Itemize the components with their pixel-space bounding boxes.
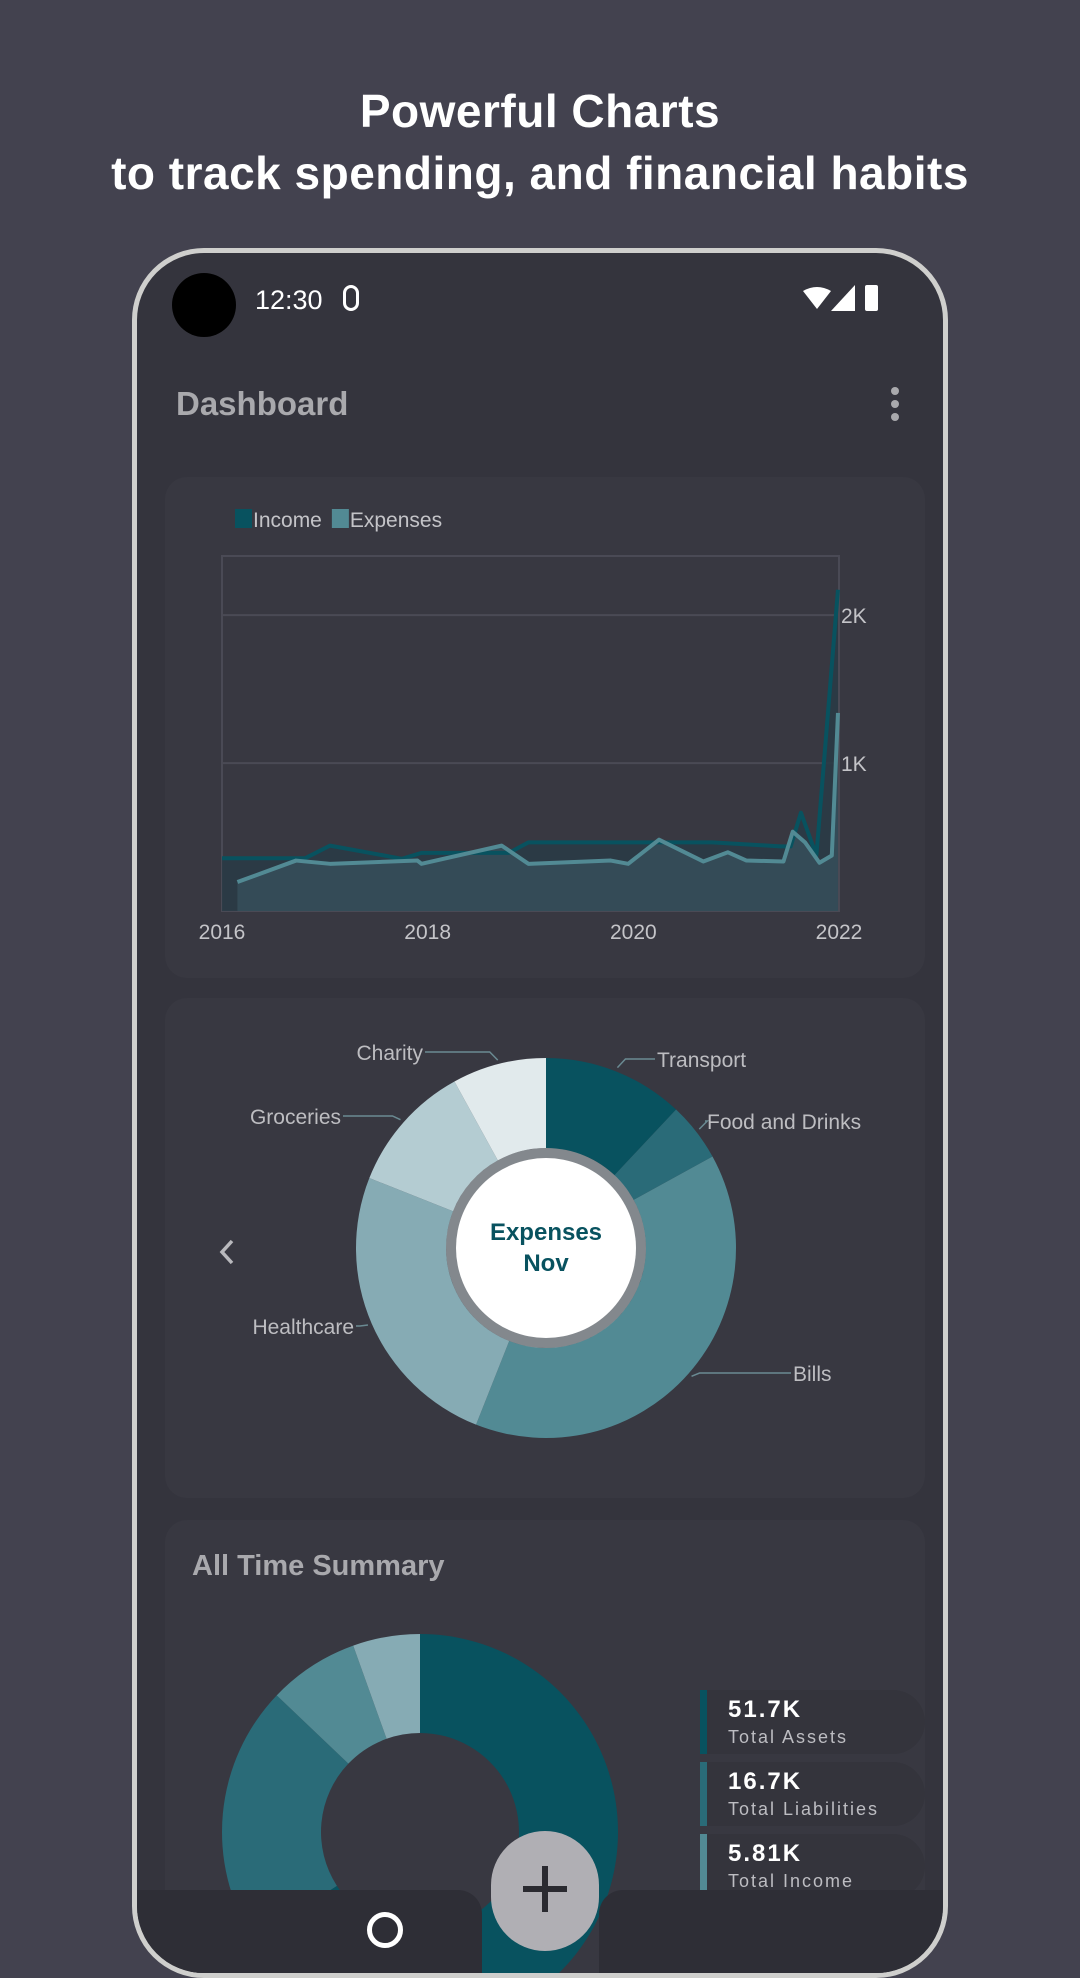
- pie-slice: [476, 1156, 737, 1438]
- center-title: Expenses: [490, 1219, 602, 1246]
- pie-slice: [614, 1109, 713, 1200]
- area-expenses: [237, 712, 838, 911]
- assets-value: 51.7K: [728, 1696, 803, 1723]
- summary-slice: [353, 1634, 420, 1739]
- y-tick-label: 1K: [841, 753, 867, 776]
- summary-item-income: 5.81K Total Income: [700, 1834, 925, 1898]
- summary-item-assets: 51.7K Total Assets: [700, 1690, 925, 1754]
- pie-slice: [369, 1081, 498, 1212]
- legend-label-income: Income: [253, 509, 322, 532]
- battery-icon: [865, 285, 878, 311]
- pie-slice: [356, 1178, 510, 1425]
- summary-title: All Time Summary: [192, 1550, 445, 1582]
- center-circle: [456, 1158, 636, 1338]
- add-button[interactable]: [491, 1831, 599, 1951]
- hero-title-line1: Powerful Charts: [359, 85, 721, 137]
- pie-slice: [546, 1058, 677, 1176]
- signal-icon: [831, 285, 855, 311]
- income-expenses-card: 1K 2K 2016 2018 2020 2022 Income Expenses: [165, 477, 925, 978]
- income-expenses-chart: 1K 2K 2016 2018 2020 2022 Income Expenses: [199, 509, 867, 944]
- legend-swatch-expenses: [331, 509, 349, 528]
- pie-label: Food and Drinks: [707, 1111, 861, 1134]
- assets-label: Total Assets: [728, 1727, 849, 1747]
- camera-cutout: [172, 273, 236, 337]
- summary-slice: [222, 1695, 349, 1940]
- y-tick-label: 2K: [841, 605, 867, 628]
- liabilities-value: 16.7K: [728, 1768, 803, 1795]
- pie-label: Transport: [657, 1049, 746, 1072]
- status-time: 12:30: [255, 285, 323, 315]
- phone-frame: 12:30 Dashboard 1K 2K 2016 2018 2020 2022 Inco…: [132, 248, 948, 1978]
- label-leader-line: [691, 1372, 791, 1377]
- nav-home-icon[interactable]: [367, 1912, 403, 1948]
- liabilities-label: Total Liabilities: [728, 1799, 880, 1819]
- hero-title-line2: to track spending, and financial habits: [111, 147, 969, 199]
- pie-label: Charity: [356, 1042, 423, 1065]
- pie-label: Bills: [793, 1363, 832, 1386]
- label-leader-line: [698, 1120, 710, 1130]
- income-value: 5.81K: [728, 1840, 803, 1867]
- wifi-icon: [803, 287, 831, 309]
- summary-slice: [276, 1645, 387, 1764]
- legend-label-expenses: Expenses: [350, 509, 442, 532]
- expenses-pie-chart: Transport Food and Drinks Bills Healthcare G…: [250, 1042, 861, 1438]
- pie-label: Groceries: [250, 1106, 341, 1129]
- legend-swatch-income: [235, 509, 252, 528]
- line-expenses: [236, 712, 840, 884]
- income-label: Total Income: [728, 1871, 855, 1891]
- chevron-left-icon[interactable]: [217, 1238, 237, 1266]
- x-tick-label: 2016: [199, 921, 246, 944]
- notification-icon: [343, 285, 359, 311]
- x-tick-label: 2018: [404, 921, 451, 944]
- line-income: [222, 589, 840, 861]
- bottom-nav-right[interactable]: [599, 1890, 943, 1973]
- expenses-pie-card: Transport Food and Drinks Bills Healthcare G…: [165, 998, 925, 1498]
- pie-slice: [454, 1058, 546, 1161]
- label-leader-line: [343, 1115, 401, 1121]
- more-options-icon[interactable]: [885, 385, 905, 425]
- center-subtitle: Nov: [523, 1250, 569, 1277]
- label-leader-line: [425, 1051, 499, 1061]
- label-leader-line: [616, 1058, 655, 1069]
- x-tick-label: 2022: [816, 921, 863, 944]
- pie-label: Healthcare: [252, 1316, 354, 1339]
- x-tick-label: 2020: [610, 921, 657, 944]
- bottom-nav-left[interactable]: [137, 1890, 482, 1973]
- summary-item-liabilities: 16.7K Total Liabilities: [700, 1762, 925, 1826]
- page-title: Dashboard: [176, 385, 349, 422]
- label-leader-line: [356, 1324, 369, 1327]
